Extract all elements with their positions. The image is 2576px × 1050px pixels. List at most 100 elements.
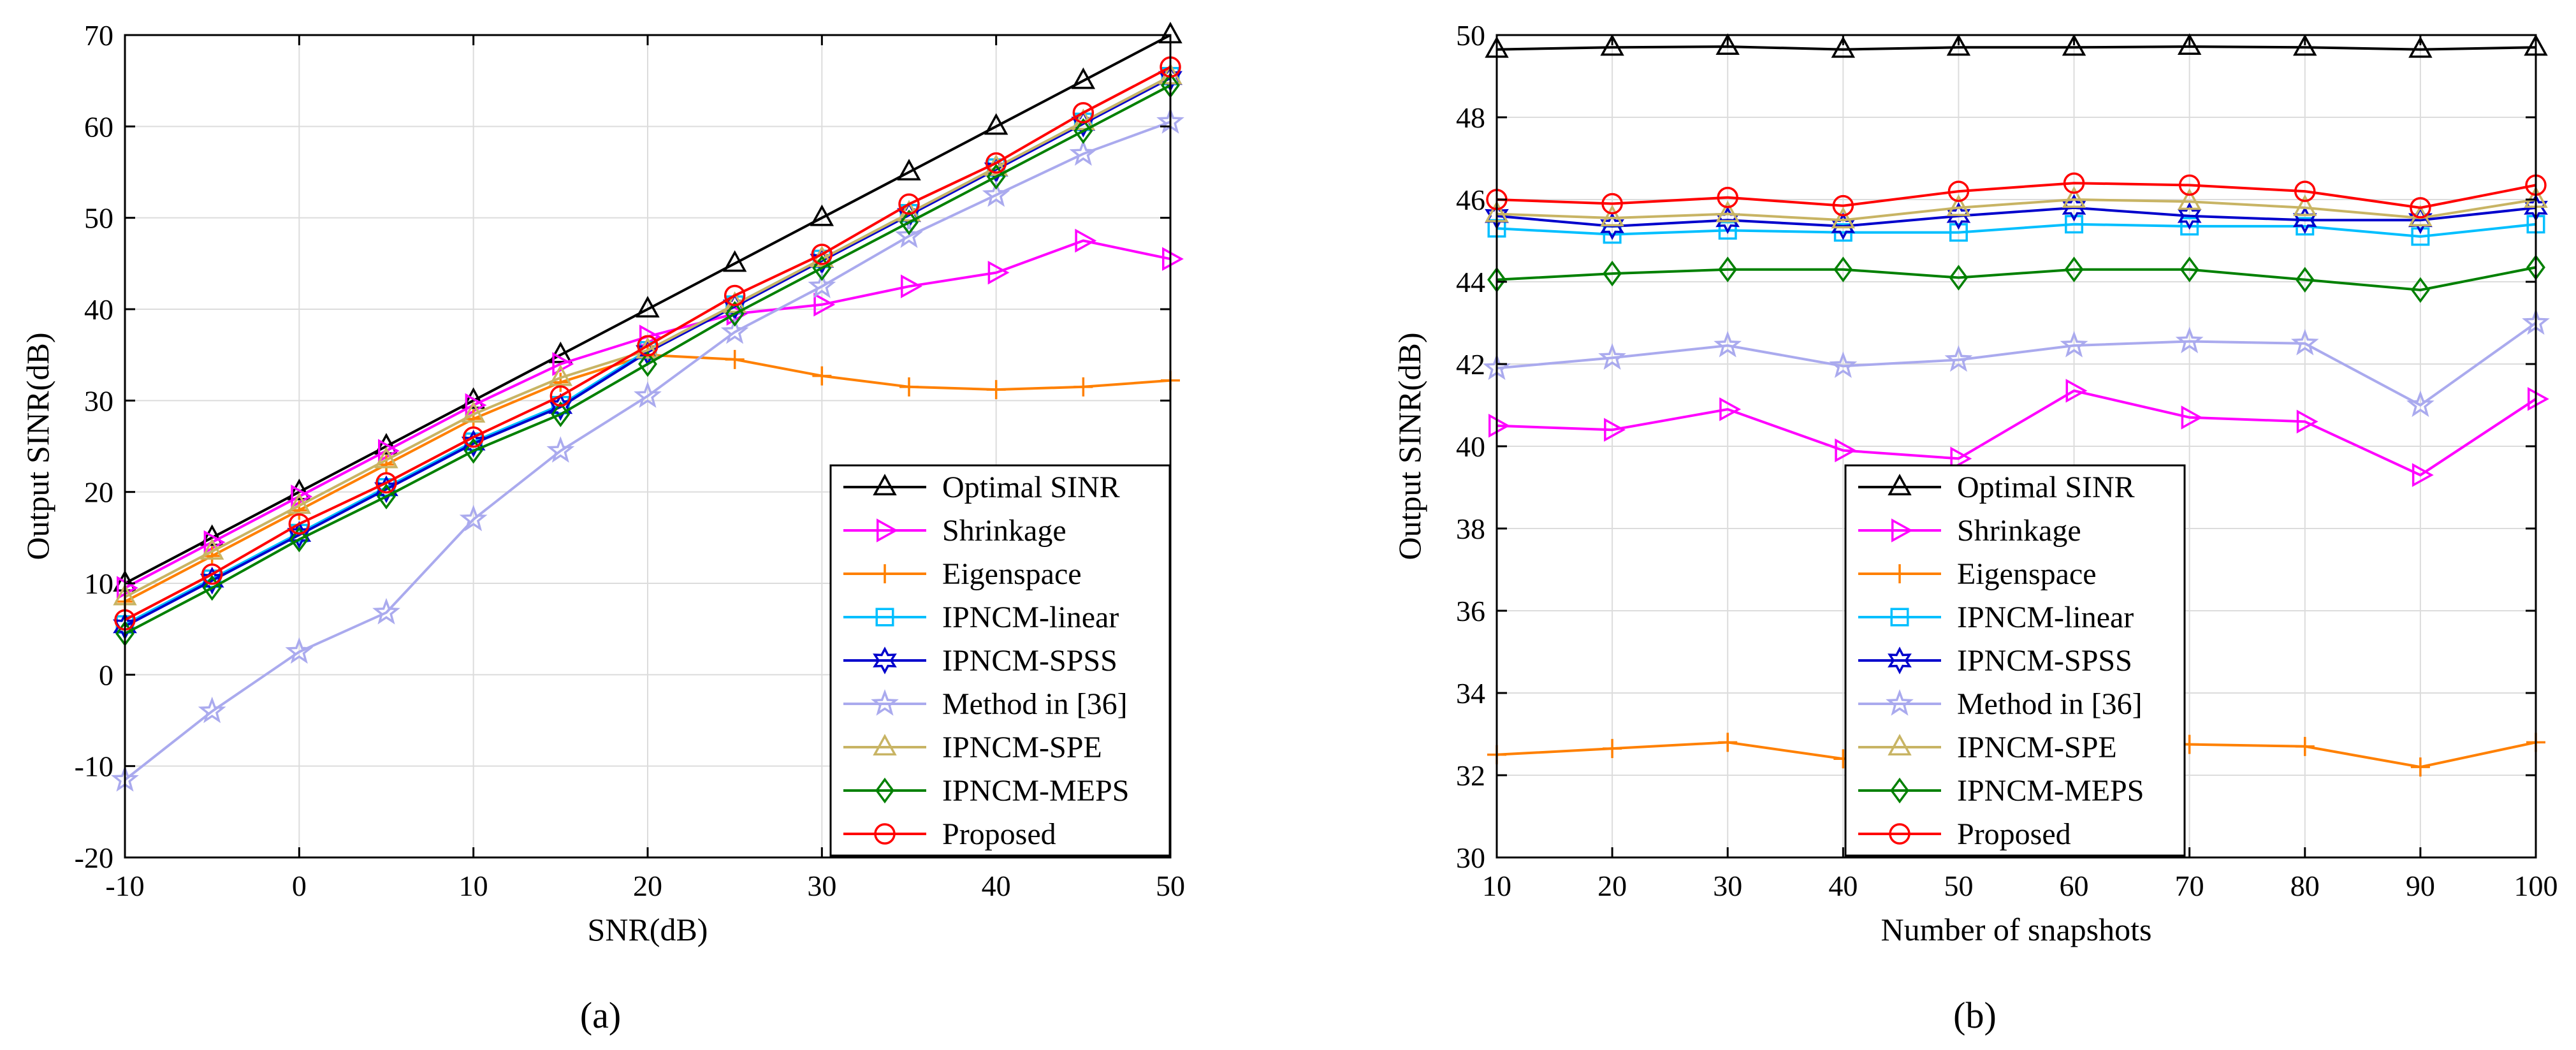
legend-marker [873,474,897,495]
y-tick-label: 44 [1456,266,1485,298]
x-tick-label: 40 [982,870,1011,902]
data-point [1073,118,1093,144]
x-tick-label: 10 [459,870,488,902]
legend-marker [1888,734,1912,755]
series-optimal-sinr [113,22,1182,592]
x-tick-label: 40 [1828,870,1858,902]
x-tick-label: 20 [633,870,662,902]
legend-marker [875,777,894,804]
legend-marker [873,646,897,674]
series-line [124,120,1171,781]
x-tick-label: -10 [105,870,144,902]
legend-item: Eigenspace [1858,557,2097,591]
data-point [2410,197,2431,219]
data-point [1718,733,1738,752]
legend-marker [1890,608,1909,627]
legend-marker [1888,474,1912,495]
series-method-in-36- [1483,308,2550,418]
y-tick-label: 20 [84,476,113,509]
data-point [1835,438,1857,463]
data-point [1829,351,1858,378]
data-point [986,380,1006,400]
y-tick-label: 40 [84,293,113,326]
data-point [548,341,573,363]
legend-item: IPNCM-linear [1858,601,2134,634]
data-point [2062,34,2086,56]
y-tick-label: -20 [75,842,113,874]
y-tick-label: 0 [99,659,113,691]
data-point [1069,139,1098,166]
x-axis-label: SNR(dB) [588,912,708,947]
data-point [813,293,836,317]
legend-label: Eigenspace [1957,557,2097,591]
legend-item: IPNCM-MEPS [1858,774,2144,808]
data-point [634,381,662,408]
x-tick-label: 60 [2060,870,2089,902]
data-point [1949,223,1968,242]
x-tick-label: 30 [1713,870,1742,902]
y-tick-label: 46 [1456,184,1485,216]
data-point [1715,200,1740,222]
data-point [1601,193,1623,215]
data-point [1946,34,1971,56]
legend-marker [873,734,897,755]
data-point [549,385,572,407]
x-tick-label: 50 [1156,870,1185,902]
data-point [895,221,923,248]
series-line [1496,45,2536,51]
data-point [2412,463,2434,487]
data-point [2294,180,2316,202]
y-tick-label: 48 [1456,101,1485,134]
series-line [1496,182,2536,209]
data-point [1073,377,1093,397]
data-point [378,439,400,463]
data-point [1598,343,1626,370]
data-point [372,597,400,625]
x-tick-label: 20 [1597,870,1627,902]
y-tick-label: 36 [1456,595,1485,627]
legend-item: Method in [36] [843,687,1128,721]
legend-label: Shrinkage [1957,514,2081,548]
series-optimal-sinr [1485,33,2548,58]
y-tick-label: 32 [1456,759,1485,792]
y-tick-label: 30 [84,384,113,417]
data-point [546,436,575,463]
data-point [2528,387,2549,411]
legend-item: IPNCM-SPSS [1858,644,2132,678]
data-point [982,180,1010,207]
series-shrinkage [1488,379,2549,487]
data-point [2293,194,2317,216]
legend-item: Optimal SINR [843,470,1120,504]
legend-item: Shrinkage [1858,514,2081,548]
data-point [1714,331,1742,358]
legend-label: Method in [36] [1957,687,2143,721]
legend-label: Optimal SINR [942,470,1120,504]
series-line [1496,389,2537,477]
data-point [374,446,398,469]
legend-marker [1886,689,1914,716]
y-tick-label: 70 [84,19,113,52]
data-point [899,377,919,397]
legend-marker [877,518,898,543]
data-point [808,272,836,298]
data-point [1946,194,1971,216]
legend-item: IPNCM-SPE [1858,731,2117,764]
data-point [2295,736,2315,756]
data-point [1946,202,1971,230]
data-point [551,401,571,428]
data-point [1075,228,1097,253]
data-point [1162,247,1184,271]
data-point [1949,265,1968,291]
data-point [2065,379,2088,403]
x-tick-label: 100 [2514,870,2558,902]
data-point [2410,757,2430,777]
series-line [124,66,1171,622]
data-point [2064,256,2084,282]
series-line [124,34,1171,585]
y-axis-label: Output SINR(dB) [1392,333,1427,560]
data-point [1717,187,1738,208]
data-point [1831,36,1856,58]
data-point [2065,215,2084,234]
data-point [1600,212,1624,240]
data-point [2410,277,2430,303]
